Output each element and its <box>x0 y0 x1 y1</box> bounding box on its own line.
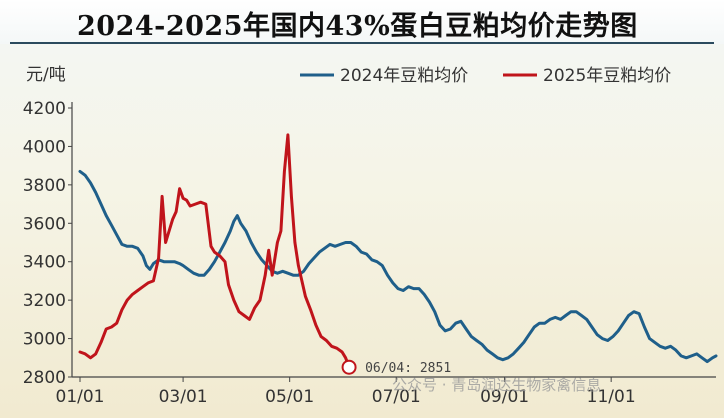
annotation-marker <box>341 359 357 375</box>
y-tick-label: 3200 <box>23 291 66 311</box>
y-tick-label: 4000 <box>23 137 66 157</box>
x-tick-label: 09/01 <box>480 387 529 407</box>
legend-label: 2025年豆粕均价 <box>543 66 671 86</box>
chart-title: 2024-2025年国内43%蛋白豆粕均价走势图 <box>77 11 638 42</box>
axes <box>71 102 716 378</box>
y-tick-label: 3000 <box>23 330 66 350</box>
y-axis-ticks: 4200 4000 3800 3600 3400 3200 3000 2800 <box>23 99 72 388</box>
annotations: 06/04: 2851 <box>341 359 451 376</box>
y-tick-label: 4200 <box>23 99 66 119</box>
annotation-label: 06/04: 2851 <box>365 361 451 376</box>
x-tick-label: 03/01 <box>159 387 208 407</box>
y-tick-label: 3800 <box>23 176 66 196</box>
series-line-2024 <box>78 169 718 364</box>
title-underline <box>10 42 714 44</box>
x-tick-label: 11/01 <box>587 387 636 407</box>
title-bar: 2024-2025年国内43%蛋白豆粕均价走势图 <box>0 0 724 44</box>
y-tick-label: 3600 <box>23 214 66 234</box>
series-line-2025 <box>78 133 351 369</box>
x-tick-label: 05/01 <box>265 387 314 407</box>
watermark-text: 公众号 · 青岛润达生物家禽信息 <box>392 376 601 394</box>
x-tick-label: 01/01 <box>56 387 105 407</box>
y-tick-label: 3400 <box>23 253 66 273</box>
y-axis-unit-label: 元/吨 <box>26 65 66 85</box>
x-axis-ticks: 01/01 03/01 05/01 07/01 09/01 11/01 <box>56 377 636 407</box>
watermark: 公众号 · 青岛润达生物家禽信息 <box>392 376 601 394</box>
series-lines <box>78 133 718 369</box>
legend-label: 2024年豆粕均价 <box>340 66 468 86</box>
y-tick-label: 2800 <box>23 368 66 388</box>
x-tick-label: 07/01 <box>372 387 421 407</box>
legend: 2024年豆粕均价 2025年豆粕均价 <box>300 66 671 86</box>
